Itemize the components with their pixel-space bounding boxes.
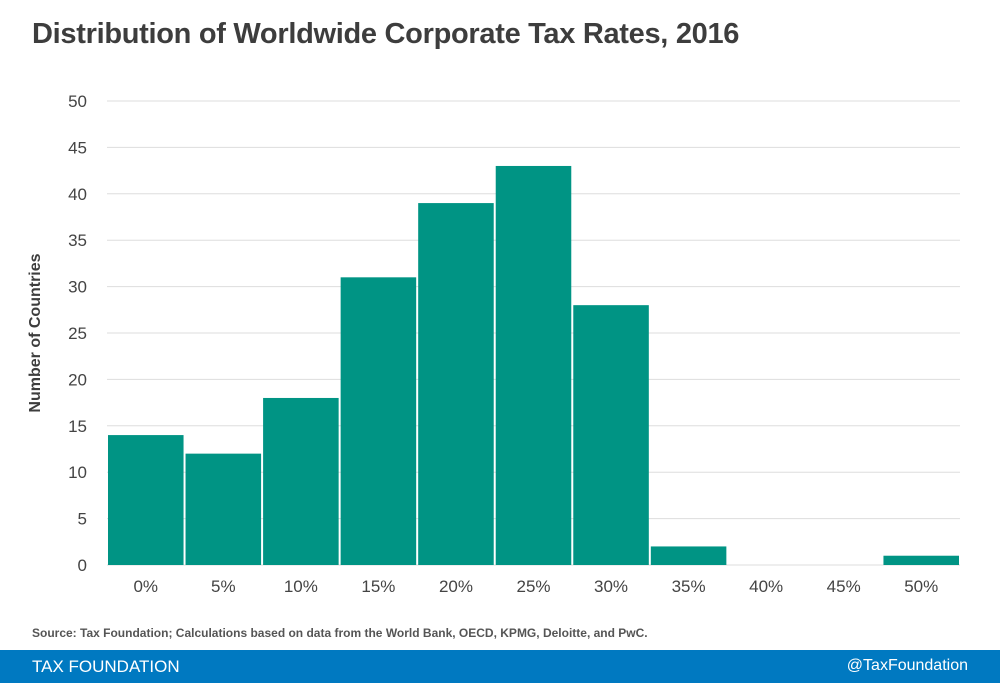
y-tick-label: 5 [78, 510, 87, 529]
x-tick-label: 40% [749, 577, 783, 596]
y-tick-label: 40 [68, 185, 87, 204]
chart-title: Distribution of Worldwide Corporate Tax … [32, 18, 740, 50]
bar [883, 555, 959, 565]
y-tick-label: 30 [68, 278, 87, 297]
x-tick-label: 20% [439, 577, 473, 596]
bar [495, 165, 572, 565]
footer-brand: TAX FOUNDATION [32, 657, 180, 676]
bar [108, 435, 184, 565]
x-tick-label: 30% [594, 577, 628, 596]
bar [263, 397, 339, 565]
x-tick-label: 0% [133, 577, 158, 596]
bar [418, 203, 494, 565]
y-tick-label: 15 [68, 417, 87, 436]
y-tick-label: 0 [78, 556, 87, 575]
x-tick-label: 10% [284, 577, 318, 596]
y-axis-label: Number of Countries [27, 253, 44, 412]
x-tick-label: 5% [211, 577, 236, 596]
bar [573, 305, 649, 565]
x-tick-label: 25% [516, 577, 550, 596]
y-tick-label: 25 [68, 324, 87, 343]
x-tick-label: 50% [904, 577, 938, 596]
footer-handle: @TaxFoundation [846, 657, 968, 674]
source-note: Source: Tax Foundation; Calculations bas… [32, 626, 648, 640]
bar [650, 546, 727, 565]
y-tick-label: 45 [68, 138, 87, 157]
x-tick-label: 45% [827, 577, 861, 596]
footer-bar: TAX FOUNDATION @TaxFoundation [0, 650, 1000, 683]
y-tick-label: 10 [68, 463, 87, 482]
bar [340, 277, 417, 565]
x-tick-label: 35% [672, 577, 706, 596]
chart-area: 0 5 10 15 20 25 30 35 40 45 50 0% 5% 10% 15% 20% 25% 30%… [27, 92, 960, 596]
y-tick-label: 50 [68, 92, 87, 111]
x-tick-label: 15% [361, 577, 395, 596]
y-tick-label: 35 [68, 231, 87, 250]
bar [185, 453, 262, 565]
y-tick-label: 20 [68, 370, 87, 389]
